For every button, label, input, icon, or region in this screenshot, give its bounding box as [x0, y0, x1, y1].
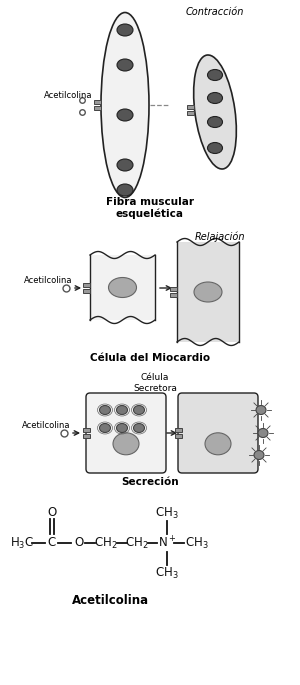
Text: Contracción: Contracción [186, 7, 244, 17]
FancyBboxPatch shape [178, 393, 258, 473]
Ellipse shape [117, 159, 133, 171]
Text: O: O [74, 536, 84, 549]
Ellipse shape [117, 59, 133, 71]
Ellipse shape [101, 12, 149, 197]
Polygon shape [94, 100, 101, 104]
Ellipse shape [208, 69, 223, 81]
Bar [177, 242, 239, 342]
Polygon shape [83, 288, 90, 292]
Text: CH$_2$: CH$_2$ [125, 536, 149, 551]
Polygon shape [170, 287, 177, 291]
Ellipse shape [116, 423, 128, 432]
Text: H$_3$C: H$_3$C [10, 536, 34, 551]
Polygon shape [175, 434, 182, 438]
Text: Fibra muscular
esquelética: Fibra muscular esquelética [106, 197, 194, 219]
Ellipse shape [134, 423, 145, 432]
Text: Relajación: Relajación [195, 232, 245, 242]
Ellipse shape [208, 116, 223, 127]
Ellipse shape [116, 406, 128, 414]
Ellipse shape [194, 55, 236, 169]
Ellipse shape [113, 433, 139, 455]
Polygon shape [83, 434, 90, 438]
Ellipse shape [109, 277, 136, 297]
Text: Acetilcolina: Acetilcolina [24, 275, 72, 284]
Text: CH$_3$: CH$_3$ [185, 536, 209, 551]
Ellipse shape [254, 451, 264, 460]
Text: CH$_3$: CH$_3$ [155, 506, 179, 521]
Ellipse shape [256, 406, 266, 414]
Polygon shape [94, 106, 101, 110]
Ellipse shape [258, 429, 268, 438]
Text: Acetilcolina: Acetilcolina [44, 90, 92, 99]
Ellipse shape [208, 142, 223, 153]
Text: Célula
Secretora: Célula Secretora [133, 373, 177, 393]
Text: Secreción: Secreción [121, 477, 179, 487]
FancyBboxPatch shape [86, 393, 166, 473]
Ellipse shape [100, 423, 110, 432]
Ellipse shape [208, 92, 223, 103]
Text: C: C [48, 536, 56, 549]
Polygon shape [175, 428, 182, 432]
Text: CH$_2$: CH$_2$ [94, 536, 118, 551]
Ellipse shape [100, 406, 110, 414]
Ellipse shape [134, 406, 145, 414]
Polygon shape [83, 282, 90, 286]
Polygon shape [83, 428, 90, 432]
Ellipse shape [205, 433, 231, 455]
Bar [90, 255, 155, 320]
Text: N$^+$: N$^+$ [158, 536, 176, 551]
Ellipse shape [117, 24, 133, 36]
Text: CH$_3$: CH$_3$ [155, 565, 179, 581]
Ellipse shape [194, 282, 222, 302]
Ellipse shape [117, 184, 133, 196]
Text: Acetilcolina: Acetilcolina [22, 421, 70, 429]
Text: Acetilcolina: Acetilcolina [71, 593, 148, 606]
Polygon shape [170, 293, 177, 297]
Polygon shape [187, 111, 194, 115]
Text: Célula del Miocardio: Célula del Miocardio [90, 353, 210, 363]
Text: O: O [47, 506, 57, 519]
Ellipse shape [117, 109, 133, 121]
Polygon shape [187, 105, 194, 109]
